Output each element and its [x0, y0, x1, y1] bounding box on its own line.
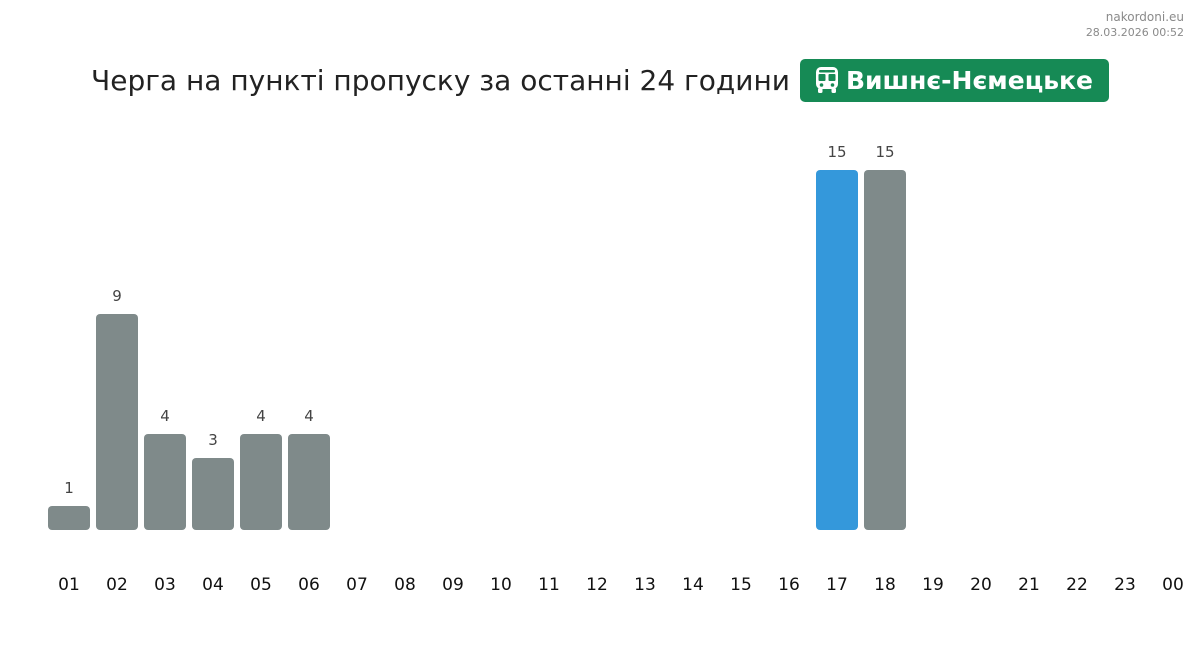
bar-value-label-05: 4 [256, 407, 266, 425]
chart-header: Черга на пункті пропуску за останні 24 г… [0, 58, 1200, 102]
x-tick-label-16: 16 [778, 575, 800, 595]
x-tick-label-17: 17 [826, 575, 848, 595]
x-tick-label-18: 18 [874, 575, 896, 595]
bar-18[interactable] [864, 170, 906, 530]
x-tick-label-07: 07 [346, 575, 368, 595]
bar-17[interactable] [816, 170, 858, 530]
x-tick-label-08: 08 [394, 575, 416, 595]
bar-value-label-04: 3 [208, 431, 218, 449]
bar-06[interactable] [288, 434, 330, 530]
x-tick-label-15: 15 [730, 575, 752, 595]
x-tick-label-13: 13 [634, 575, 656, 595]
bar-04[interactable] [192, 458, 234, 530]
site-domain[interactable]: nakordoni.eu [1105, 10, 1184, 24]
x-tick-label-19: 19 [922, 575, 944, 595]
x-tick-label-20: 20 [970, 575, 992, 595]
bus-icon [815, 67, 838, 93]
chart-title: Черга на пункті пропуску за останні 24 г… [91, 63, 790, 97]
site-info: nakordoni.eu 28.03.2026 00:52 [1086, 9, 1184, 41]
x-tick-label-01: 01 [58, 575, 80, 595]
timestamp: 28.03.2026 00:52 [1085, 26, 1184, 39]
x-tick-label-00: 00 [1162, 575, 1184, 595]
checkpoint-badge: Вишнє-Нємецьке [799, 58, 1109, 102]
x-tick-label-02: 02 [106, 575, 128, 595]
bar-03[interactable] [144, 434, 186, 530]
bar-value-label-06: 4 [304, 407, 314, 425]
x-tick-label-23: 23 [1114, 575, 1136, 595]
x-tick-label-14: 14 [682, 575, 704, 595]
x-tick-label-11: 11 [538, 575, 560, 595]
bar-value-label-03: 4 [160, 407, 170, 425]
x-tick-label-10: 10 [490, 575, 512, 595]
x-tick-label-06: 06 [298, 575, 320, 595]
bar-value-label-18: 15 [875, 143, 894, 161]
bar-05[interactable] [240, 434, 282, 530]
x-tick-label-12: 12 [586, 575, 608, 595]
x-tick-label-21: 21 [1018, 575, 1040, 595]
bar-01[interactable] [48, 506, 90, 530]
bar-value-label-02: 9 [112, 287, 122, 305]
bar-value-label-17: 15 [827, 143, 846, 161]
queue-bar-chart: 1 01 9 02 4 03 3 04 4 05 4 06 07 08 09 10 11 12 13 14 15 16 15… [48, 143, 1184, 595]
x-tick-label-04: 04 [202, 575, 224, 595]
x-tick-label-09: 09 [442, 575, 464, 595]
x-tick-label-03: 03 [154, 575, 176, 595]
x-tick-label-22: 22 [1066, 575, 1088, 595]
bar-02[interactable] [96, 314, 138, 530]
bar-value-label-01: 1 [64, 479, 74, 497]
x-tick-label-05: 05 [250, 575, 272, 595]
checkpoint-name: Вишнє-Нємецьке [845, 65, 1093, 95]
